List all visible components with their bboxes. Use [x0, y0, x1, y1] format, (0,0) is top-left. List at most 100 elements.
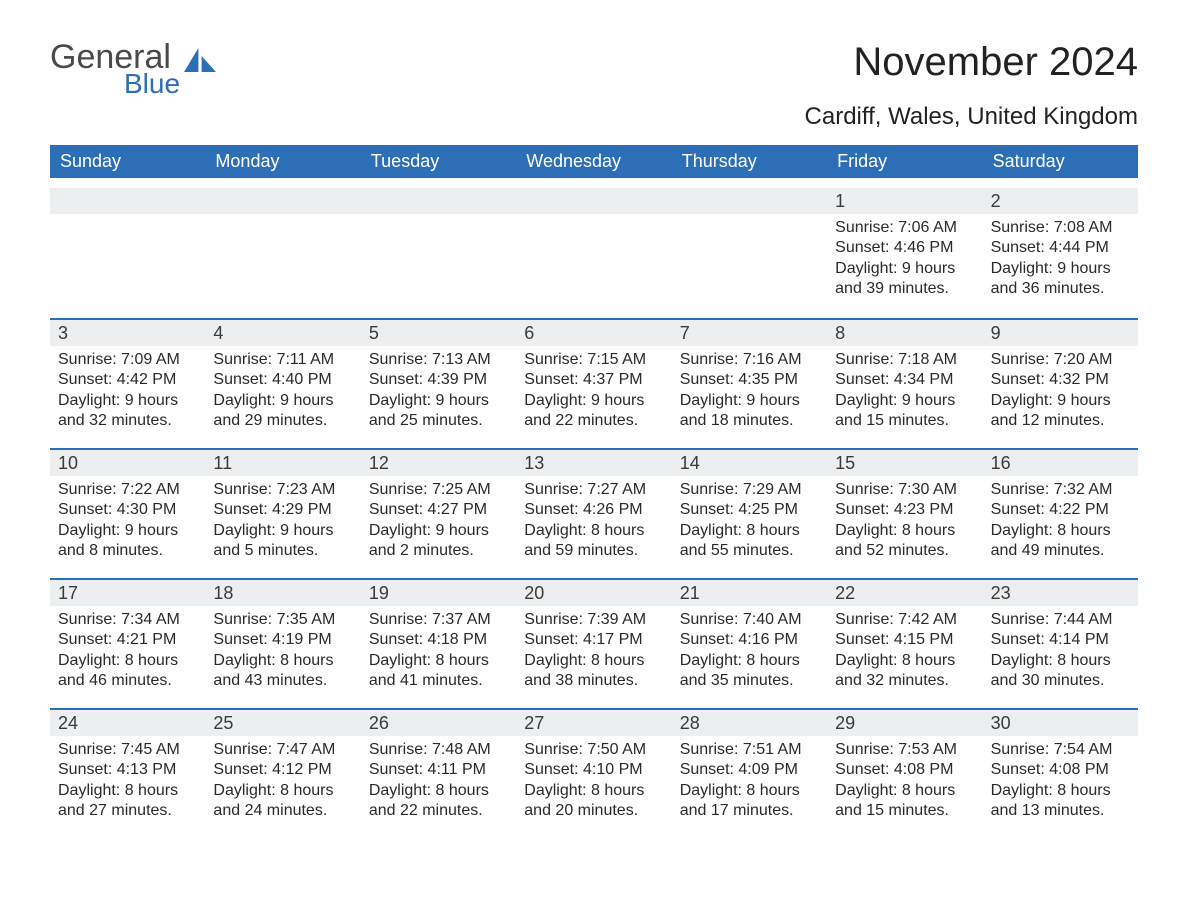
day-body: Sunrise: 7:18 AMSunset: 4:34 PMDaylight:… [827, 346, 982, 432]
sunrise-line: Sunrise: 7:27 AM [524, 480, 663, 500]
day-number: 25 [205, 708, 360, 736]
day-body: Sunrise: 7:44 AMSunset: 4:14 PMDaylight:… [983, 606, 1138, 692]
weekday-header: Monday [205, 145, 360, 178]
sunrise-line: Sunrise: 7:42 AM [835, 610, 974, 630]
day-cell: 8Sunrise: 7:18 AMSunset: 4:34 PMDaylight… [827, 318, 982, 438]
sunrise-line: Sunrise: 7:30 AM [835, 480, 974, 500]
day-number: 26 [361, 708, 516, 736]
day-number: 12 [361, 448, 516, 476]
sunrise-line: Sunrise: 7:16 AM [680, 350, 819, 370]
sunrise-line: Sunrise: 7:20 AM [991, 350, 1130, 370]
day-body: Sunrise: 7:27 AMSunset: 4:26 PMDaylight:… [516, 476, 671, 562]
day-number: 2 [983, 188, 1138, 214]
day-cell: 7Sunrise: 7:16 AMSunset: 4:35 PMDaylight… [672, 318, 827, 438]
logo-text-blue: Blue [124, 70, 180, 98]
day-number: 4 [205, 318, 360, 346]
sunset-line: Sunset: 4:12 PM [213, 760, 352, 780]
day-body: Sunrise: 7:40 AMSunset: 4:16 PMDaylight:… [672, 606, 827, 692]
daylight-line: Daylight: 8 hours and 13 minutes. [991, 781, 1130, 822]
day-number: 28 [672, 708, 827, 736]
sunrise-line: Sunrise: 7:23 AM [213, 480, 352, 500]
day-cell: 17Sunrise: 7:34 AMSunset: 4:21 PMDayligh… [50, 578, 205, 698]
daylight-line: Daylight: 9 hours and 22 minutes. [524, 391, 663, 432]
day-body: Sunrise: 7:09 AMSunset: 4:42 PMDaylight:… [50, 346, 205, 432]
day-cell: 19Sunrise: 7:37 AMSunset: 4:18 PMDayligh… [361, 578, 516, 698]
week-row: 10Sunrise: 7:22 AMSunset: 4:30 PMDayligh… [50, 448, 1138, 568]
day-cell: 3Sunrise: 7:09 AMSunset: 4:42 PMDaylight… [50, 318, 205, 438]
day-body: Sunrise: 7:45 AMSunset: 4:13 PMDaylight:… [50, 736, 205, 822]
week-row: 17Sunrise: 7:34 AMSunset: 4:21 PMDayligh… [50, 578, 1138, 698]
empty-day-bar [205, 188, 360, 214]
day-cell: 21Sunrise: 7:40 AMSunset: 4:16 PMDayligh… [672, 578, 827, 698]
daylight-line: Daylight: 8 hours and 20 minutes. [524, 781, 663, 822]
daylight-line: Daylight: 8 hours and 17 minutes. [680, 781, 819, 822]
month-title: November 2024 [805, 40, 1138, 85]
header-row: General Blue November 2024 Cardiff, Wale… [50, 40, 1138, 131]
day-body: Sunrise: 7:34 AMSunset: 4:21 PMDaylight:… [50, 606, 205, 692]
daylight-line: Daylight: 8 hours and 38 minutes. [524, 651, 663, 692]
sunset-line: Sunset: 4:08 PM [991, 760, 1130, 780]
sunset-line: Sunset: 4:17 PM [524, 630, 663, 650]
day-body: Sunrise: 7:35 AMSunset: 4:19 PMDaylight:… [205, 606, 360, 692]
daylight-line: Daylight: 9 hours and 8 minutes. [58, 521, 197, 562]
daylight-line: Daylight: 8 hours and 24 minutes. [213, 781, 352, 822]
day-body: Sunrise: 7:32 AMSunset: 4:22 PMDaylight:… [983, 476, 1138, 562]
sunset-line: Sunset: 4:37 PM [524, 370, 663, 390]
day-cell: 2Sunrise: 7:08 AMSunset: 4:44 PMDaylight… [983, 188, 1138, 308]
sunrise-line: Sunrise: 7:45 AM [58, 740, 197, 760]
sunrise-line: Sunrise: 7:08 AM [991, 218, 1130, 238]
day-body: Sunrise: 7:13 AMSunset: 4:39 PMDaylight:… [361, 346, 516, 432]
weekday-header: Thursday [672, 145, 827, 178]
empty-day-bar [50, 188, 205, 214]
sunrise-line: Sunrise: 7:22 AM [58, 480, 197, 500]
sunset-line: Sunset: 4:13 PM [58, 760, 197, 780]
day-body: Sunrise: 7:30 AMSunset: 4:23 PMDaylight:… [827, 476, 982, 562]
week-row: 1Sunrise: 7:06 AMSunset: 4:46 PMDaylight… [50, 188, 1138, 308]
day-cell: 20Sunrise: 7:39 AMSunset: 4:17 PMDayligh… [516, 578, 671, 698]
sunset-line: Sunset: 4:27 PM [369, 500, 508, 520]
location-label: Cardiff, Wales, United Kingdom [805, 103, 1138, 131]
day-number: 16 [983, 448, 1138, 476]
day-number: 6 [516, 318, 671, 346]
sunrise-line: Sunrise: 7:15 AM [524, 350, 663, 370]
sunset-line: Sunset: 4:14 PM [991, 630, 1130, 650]
day-body: Sunrise: 7:16 AMSunset: 4:35 PMDaylight:… [672, 346, 827, 432]
week-row: 24Sunrise: 7:45 AMSunset: 4:13 PMDayligh… [50, 708, 1138, 828]
day-cell: 25Sunrise: 7:47 AMSunset: 4:12 PMDayligh… [205, 708, 360, 828]
day-cell: 22Sunrise: 7:42 AMSunset: 4:15 PMDayligh… [827, 578, 982, 698]
sunset-line: Sunset: 4:42 PM [58, 370, 197, 390]
daylight-line: Daylight: 9 hours and 12 minutes. [991, 391, 1130, 432]
logo: General Blue [50, 40, 216, 98]
day-body: Sunrise: 7:37 AMSunset: 4:18 PMDaylight:… [361, 606, 516, 692]
day-number: 21 [672, 578, 827, 606]
day-body: Sunrise: 7:47 AMSunset: 4:12 PMDaylight:… [205, 736, 360, 822]
sunset-line: Sunset: 4:23 PM [835, 500, 974, 520]
sunset-line: Sunset: 4:11 PM [369, 760, 508, 780]
day-number: 10 [50, 448, 205, 476]
day-number: 29 [827, 708, 982, 736]
day-body: Sunrise: 7:20 AMSunset: 4:32 PMDaylight:… [983, 346, 1138, 432]
sunrise-line: Sunrise: 7:06 AM [835, 218, 974, 238]
daylight-line: Daylight: 9 hours and 29 minutes. [213, 391, 352, 432]
daylight-line: Daylight: 8 hours and 41 minutes. [369, 651, 508, 692]
sunset-line: Sunset: 4:08 PM [835, 760, 974, 780]
day-cell: 16Sunrise: 7:32 AMSunset: 4:22 PMDayligh… [983, 448, 1138, 568]
day-cell: 30Sunrise: 7:54 AMSunset: 4:08 PMDayligh… [983, 708, 1138, 828]
day-body: Sunrise: 7:51 AMSunset: 4:09 PMDaylight:… [672, 736, 827, 822]
daylight-line: Daylight: 8 hours and 15 minutes. [835, 781, 974, 822]
day-number: 20 [516, 578, 671, 606]
empty-day-cell [205, 188, 360, 308]
sunrise-line: Sunrise: 7:37 AM [369, 610, 508, 630]
day-number: 1 [827, 188, 982, 214]
sunrise-line: Sunrise: 7:54 AM [991, 740, 1130, 760]
empty-day-cell [516, 188, 671, 308]
day-body: Sunrise: 7:48 AMSunset: 4:11 PMDaylight:… [361, 736, 516, 822]
sunset-line: Sunset: 4:25 PM [680, 500, 819, 520]
day-cell: 10Sunrise: 7:22 AMSunset: 4:30 PMDayligh… [50, 448, 205, 568]
day-number: 5 [361, 318, 516, 346]
title-block: November 2024 Cardiff, Wales, United Kin… [805, 40, 1138, 131]
day-body: Sunrise: 7:08 AMSunset: 4:44 PMDaylight:… [983, 214, 1138, 300]
day-number: 15 [827, 448, 982, 476]
day-number: 13 [516, 448, 671, 476]
day-cell: 5Sunrise: 7:13 AMSunset: 4:39 PMDaylight… [361, 318, 516, 438]
